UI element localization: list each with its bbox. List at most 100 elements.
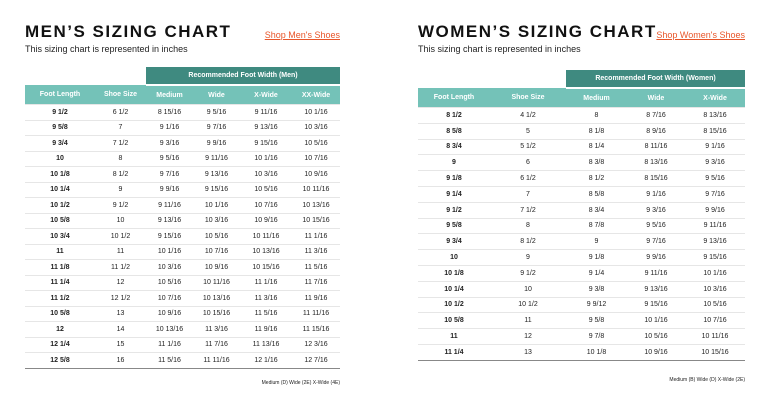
cell: 12 1/4 bbox=[25, 337, 95, 353]
cell: 9 9/16 bbox=[193, 135, 240, 152]
cell: 10 1/16 bbox=[292, 104, 341, 121]
cell: 8 1/4 bbox=[566, 139, 627, 156]
column-header: X-Wide bbox=[685, 88, 746, 108]
cell: 8 5/8 bbox=[418, 123, 490, 140]
shop-link[interactable]: Shop Men's Shoes bbox=[264, 30, 340, 40]
cell: 8 13/16 bbox=[685, 107, 746, 124]
cell: 8 1/2 bbox=[490, 233, 566, 251]
cell: 9 13/16 bbox=[240, 120, 292, 136]
cell: 10 5/16 bbox=[240, 182, 292, 198]
cell: 7 bbox=[95, 120, 146, 136]
cell: 11 1/4 bbox=[25, 275, 95, 291]
cell: 9 7/16 bbox=[685, 186, 746, 203]
cell: 8 15/16 bbox=[685, 123, 746, 140]
cell: 9 15/16 bbox=[193, 182, 240, 198]
cell: 11 3/16 bbox=[193, 321, 240, 338]
cell: 8 bbox=[95, 151, 146, 167]
cell: 8 3/4 bbox=[566, 202, 627, 219]
cell: 12 3/16 bbox=[292, 337, 341, 353]
cell: 9 1/2 bbox=[95, 197, 146, 214]
row: 11 12 9 7/8 10 5/16 10 11/16 bbox=[418, 328, 746, 345]
cell: 9 3/16 bbox=[627, 202, 685, 219]
cell: 9 3/16 bbox=[146, 135, 193, 152]
cell: 16 bbox=[95, 352, 146, 369]
cell: 9 bbox=[418, 154, 490, 172]
row: 8 5/8 5 8 1/8 8 9/16 8 15/16 bbox=[418, 123, 746, 140]
cell: 11 13/16 bbox=[240, 337, 292, 353]
cell: 8 7/8 bbox=[566, 218, 627, 235]
cell: 10 3/16 bbox=[240, 166, 292, 183]
header-row: Foot Length Shoe Size Medium Wide X-Wide bbox=[418, 88, 746, 108]
shop-link[interactable]: Shop Women's Shoes bbox=[656, 30, 745, 40]
cell: 8 1/2 bbox=[566, 170, 627, 187]
cell: 12 1/2 bbox=[95, 290, 146, 307]
cell: 9 11/16 bbox=[627, 265, 685, 282]
cell: 11 bbox=[25, 244, 95, 260]
cell: 10 1/2 bbox=[25, 197, 95, 214]
cell: 9 9/16 bbox=[685, 202, 746, 219]
cell: 11 1/2 bbox=[25, 290, 95, 307]
row: 9 1/2 6 1/2 8 15/16 9 5/16 9 11/16 10 1/16 bbox=[25, 104, 341, 121]
cell: 10 13/16 bbox=[193, 290, 240, 307]
cell: 10 5/16 bbox=[193, 228, 240, 245]
row: 12 14 10 13/16 11 3/16 11 9/16 11 15/16 bbox=[25, 321, 341, 338]
cell: 9 7/16 bbox=[146, 166, 193, 183]
column-header: Medium bbox=[146, 85, 193, 105]
cell: 11 7/16 bbox=[193, 337, 240, 353]
cell: 10 1/2 bbox=[95, 228, 146, 245]
row: 10 1/4 9 9 9/16 9 15/16 10 5/16 10 11/16 bbox=[25, 182, 341, 198]
cell: 10 1/16 bbox=[685, 265, 746, 282]
cell: 9 7/16 bbox=[193, 120, 240, 136]
cell: 12 bbox=[490, 328, 566, 345]
sizing-table: Recommended Foot Width (Women) Foot Lengt… bbox=[418, 70, 746, 361]
cell: 5 bbox=[490, 123, 566, 140]
cell: 9 15/16 bbox=[685, 249, 746, 266]
cell: 9 11/16 bbox=[240, 104, 292, 121]
row: 12 5/8 16 11 5/16 11 11/16 12 1/16 12 7/16 bbox=[25, 352, 341, 369]
cell: 9 9/16 bbox=[627, 249, 685, 266]
header-row: Foot Length Shoe Size Medium Wide X-Wide XX-W… bbox=[25, 85, 341, 105]
cell: 10 7/16 bbox=[292, 151, 341, 167]
cell: 10 1/4 bbox=[418, 281, 490, 298]
cell: 11 1/2 bbox=[95, 259, 146, 276]
cell: 10 13/16 bbox=[292, 197, 341, 214]
cell: 10 5/8 bbox=[25, 213, 95, 229]
cell: 15 bbox=[95, 337, 146, 353]
cell: 10 1/2 bbox=[490, 297, 566, 314]
column-header: Foot Length bbox=[418, 88, 490, 108]
column-header: Wide bbox=[627, 88, 685, 108]
column-header: Wide bbox=[193, 85, 240, 105]
cell: 9 5/16 bbox=[146, 151, 193, 167]
cell: 9 13/16 bbox=[146, 213, 193, 229]
cell: 11 9/16 bbox=[240, 321, 292, 338]
cell: 9 11/16 bbox=[193, 151, 240, 167]
cell: 11 5/16 bbox=[146, 352, 193, 369]
cell: 9 bbox=[95, 182, 146, 198]
cell: 8 1/8 bbox=[566, 123, 627, 140]
cell: 9 3/16 bbox=[685, 154, 746, 172]
cell: 8 9/16 bbox=[627, 123, 685, 140]
footnote: Medium (D) Wide (2E) X-Wide (4E) bbox=[261, 380, 340, 386]
cell: 9 1/2 bbox=[490, 265, 566, 282]
row: 8 1/2 4 1/2 8 8 7/16 8 13/16 bbox=[418, 107, 746, 124]
cell: 10 7/16 bbox=[240, 197, 292, 214]
cell: 11 9/16 bbox=[292, 290, 341, 307]
cell: 8 15/16 bbox=[146, 104, 193, 121]
cell: 8 bbox=[490, 218, 566, 235]
cell: 10 1/2 bbox=[418, 297, 490, 314]
cell: 9 5/16 bbox=[627, 218, 685, 235]
row: 10 5/8 13 10 9/16 10 15/16 11 5/16 11 11/16 bbox=[25, 306, 341, 322]
cell: 9 7/8 bbox=[566, 328, 627, 345]
cell: 10 bbox=[490, 281, 566, 298]
cell: 8 11/16 bbox=[627, 139, 685, 156]
cell: 10 3/16 bbox=[146, 259, 193, 276]
cell: 6 bbox=[490, 154, 566, 172]
women-panel: WOMEN’S SIZING CHART Shop Women's Shoes Th… bbox=[418, 0, 746, 400]
cell: 11 1/16 bbox=[146, 337, 193, 353]
cell: 10 11/16 bbox=[685, 328, 746, 345]
cell: 11 3/16 bbox=[240, 290, 292, 307]
cell: 10 5/16 bbox=[146, 275, 193, 291]
cell: 11 1/8 bbox=[25, 259, 95, 276]
cell: 11 1/16 bbox=[240, 275, 292, 291]
